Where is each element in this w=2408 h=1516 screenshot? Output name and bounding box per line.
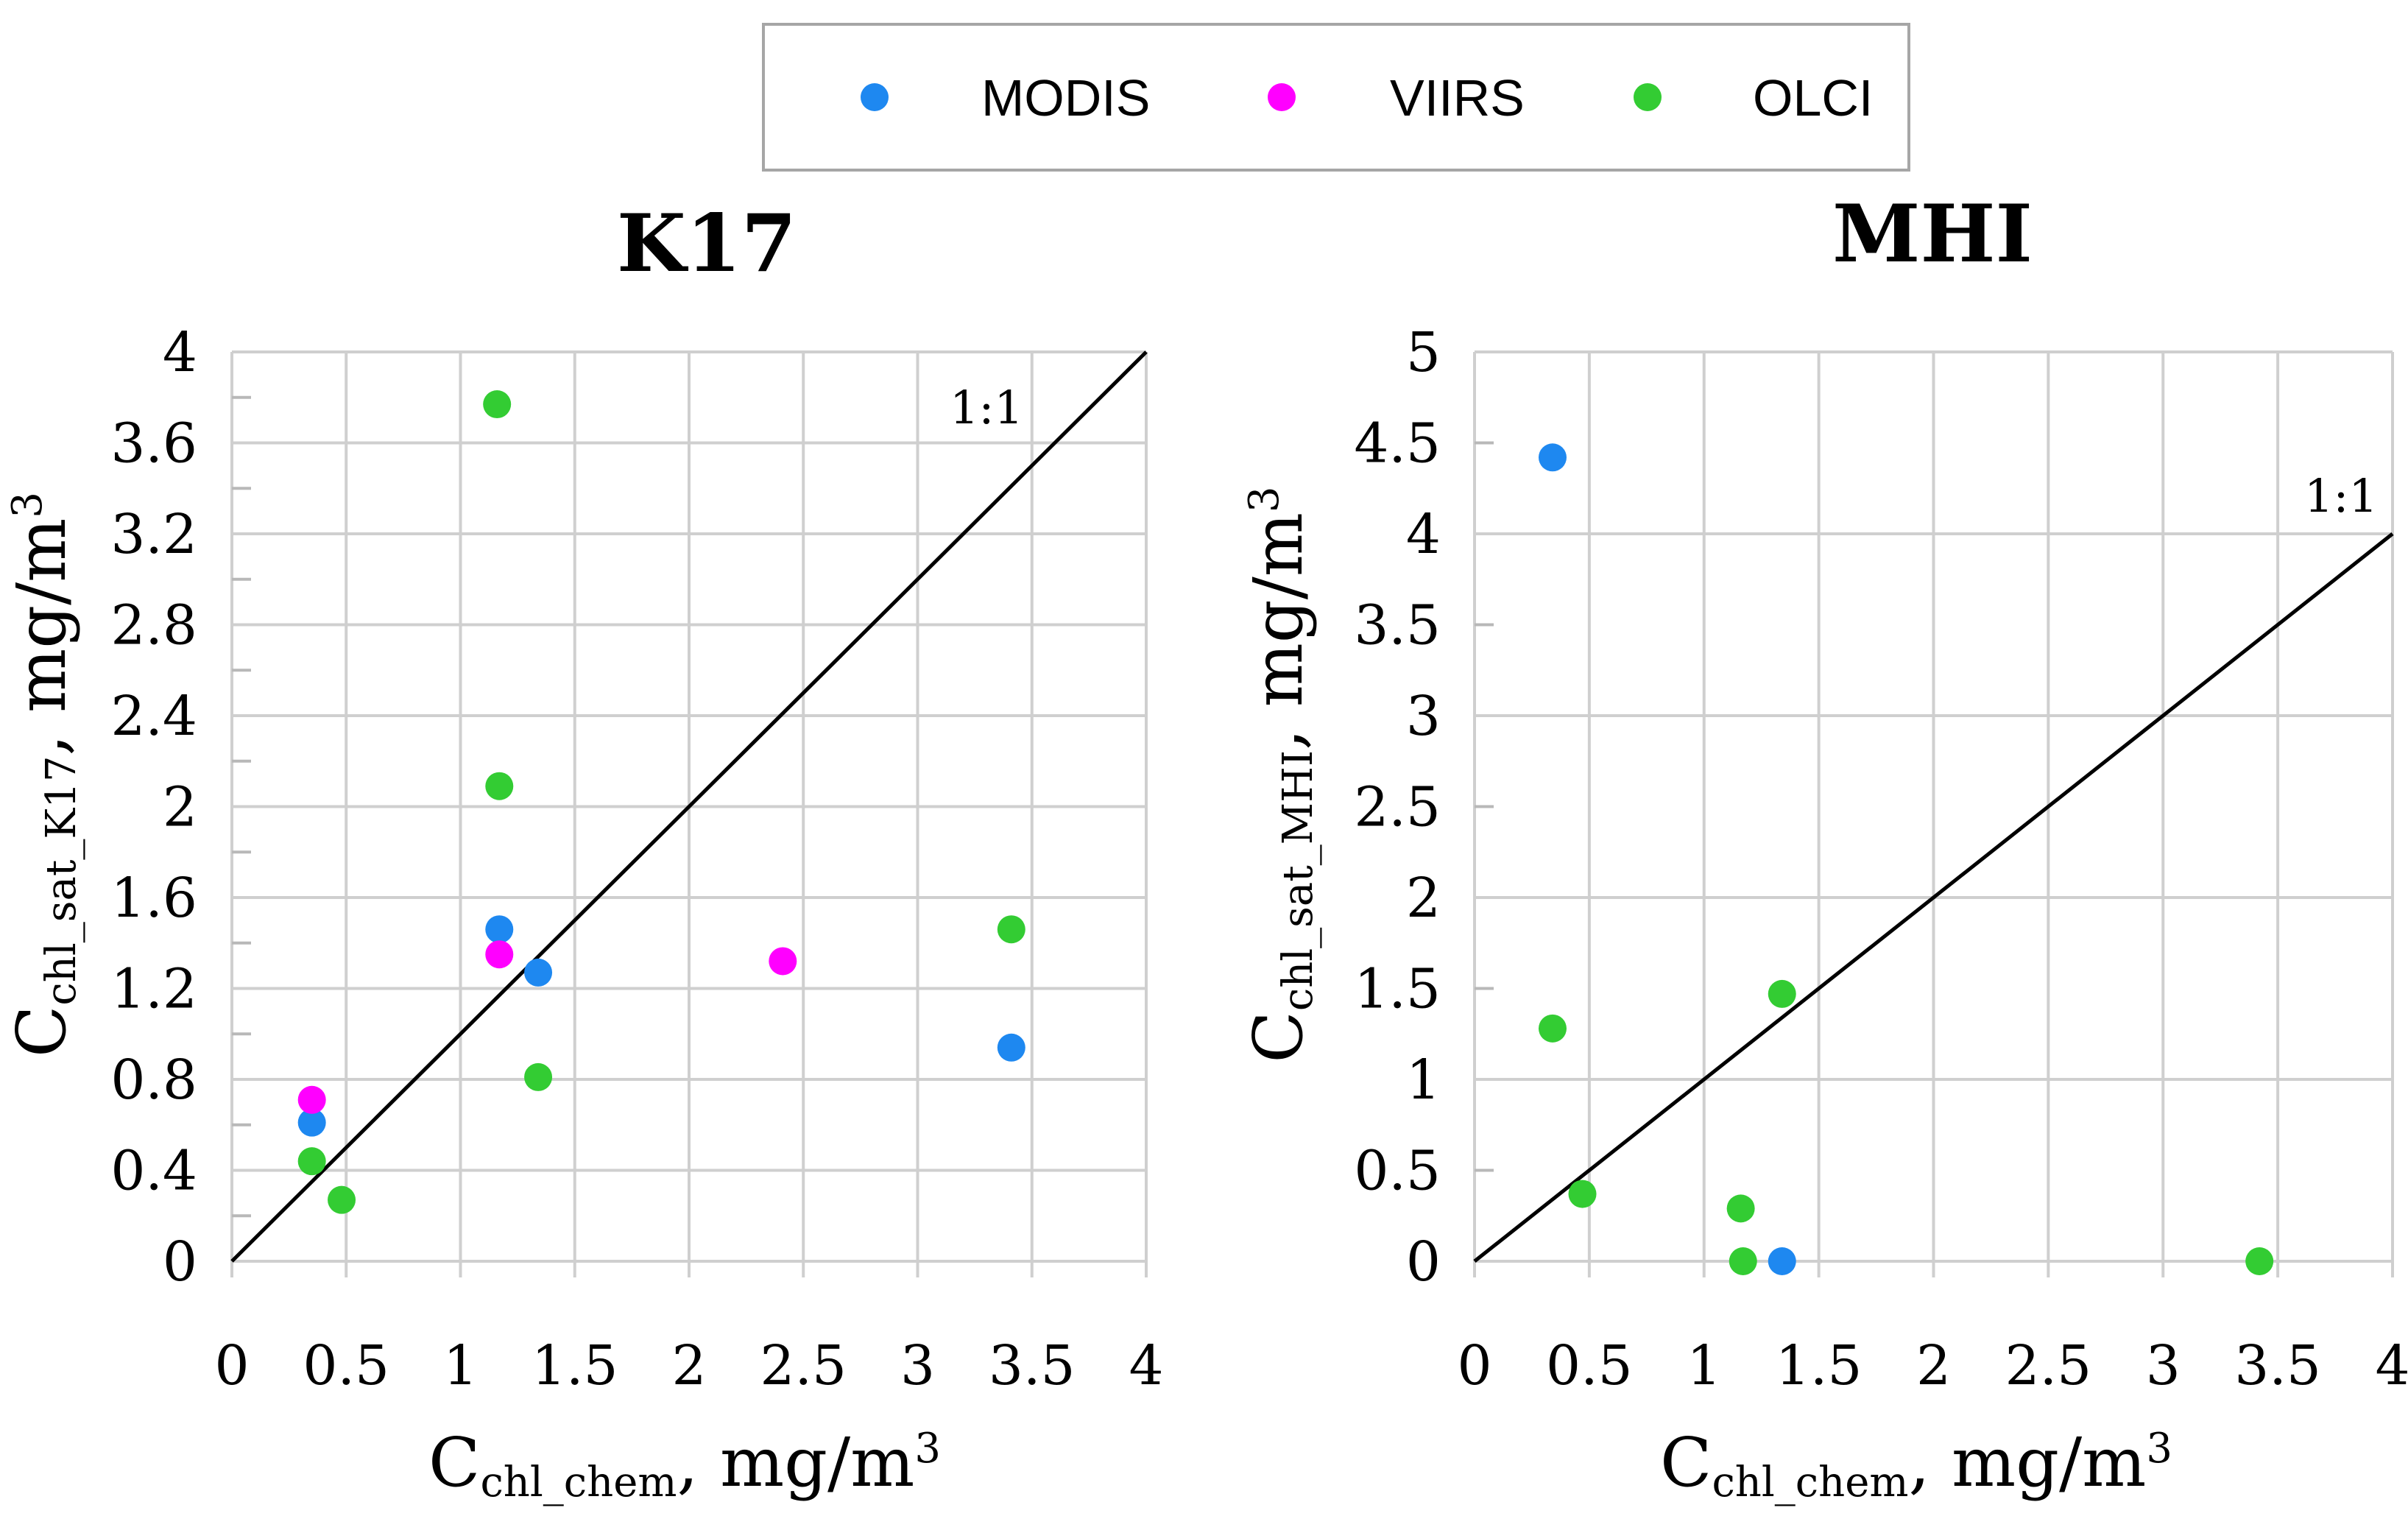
y-tick-label-k17: 3.6 <box>110 412 197 476</box>
x-tick-label-k17: 0 <box>214 1334 249 1397</box>
data-point-olci <box>1729 1247 1757 1275</box>
data-point-olci <box>1538 1014 1567 1043</box>
data-point-modis <box>997 1033 1025 1062</box>
x-tick-label-k17: 3.5 <box>989 1334 1076 1397</box>
x-tick-label-mhi: 2 <box>1916 1334 1951 1397</box>
y-tick-labels-mhi: 0 0.5 1 1.5 2 2.5 3 3.5 4 4.5 5 <box>1354 321 1441 1294</box>
y-tick-labels-k17: 0 0.4 0.8 1.2 1.6 2 2.4 2.8 3.2 3.6 4 <box>110 321 197 1294</box>
x-tick-label-mhi: 3.5 <box>2234 1334 2321 1397</box>
y-minor-ticks-k17 <box>232 395 251 1218</box>
x-tick-label-k17: 1.5 <box>532 1334 618 1397</box>
data-point-olci <box>297 1147 326 1176</box>
x-tick-label-mhi: 3 <box>2146 1334 2181 1397</box>
data-point-modis <box>1538 443 1567 472</box>
data-point-olci <box>1726 1194 1755 1223</box>
y-tick-label-mhi: 3.5 <box>1354 594 1441 657</box>
data-point-olci <box>485 772 514 800</box>
gridlines-k17 <box>230 350 1148 1277</box>
y-tick-label-k17: 0.8 <box>110 1048 197 1112</box>
y-axis-title-mhi: Cchl_sat_MHI, mg/m3 <box>1239 486 1322 1062</box>
data-point-olci <box>997 915 1025 944</box>
y-tick-label-mhi: 1 <box>1406 1048 1441 1112</box>
y-tick-label-k17: 2.8 <box>110 594 197 657</box>
y-tick-label-k17: 0 <box>163 1230 197 1294</box>
gridlines-mhi <box>1473 350 2394 1277</box>
chart-mhi: MHI 1:1 0 0.5 1 1.5 2 2.5 3 3.5 4 00.511.522.533… <box>1239 188 2408 1506</box>
x-tick-label-mhi: 1.5 <box>1776 1334 1863 1397</box>
x-tick-label-mhi: 0 <box>1457 1334 1491 1397</box>
y-tick-label-mhi: 4.5 <box>1354 412 1441 476</box>
legend-marker-modis <box>861 83 889 111</box>
legend-marker-viirs <box>1268 83 1296 111</box>
x-tick-label-k17: 0.5 <box>303 1334 389 1397</box>
y-axis-title-k17: Cchl_sat_K17, mg/m3 <box>2 492 85 1057</box>
x-tick-label-k17: 1 <box>443 1334 478 1397</box>
y-tick-label-mhi: 0.5 <box>1354 1140 1441 1203</box>
y-tick-label-k17: 4 <box>163 321 197 384</box>
y-tick-label-k17: 1.6 <box>110 867 197 930</box>
one-to-one-line-k17 <box>230 350 1148 1263</box>
y-tick-label-k17: 2 <box>163 776 197 839</box>
data-point-olci <box>328 1185 356 1214</box>
data-point-viirs <box>769 947 797 976</box>
x-axis-title-mhi: Cchl_chem, mg/m3 <box>1660 1423 2172 1506</box>
y-tick-label-mhi: 5 <box>1406 321 1441 384</box>
x-tick-label-k17: 2.5 <box>760 1334 847 1397</box>
y-tick-label-mhi: 3 <box>1406 685 1441 748</box>
x-tick-label-k17: 4 <box>1129 1334 1163 1397</box>
y-tick-label-k17: 2.4 <box>110 685 197 748</box>
one-to-one-line-mhi <box>1473 532 2394 1263</box>
data-point-olci <box>1768 979 1796 1008</box>
x-tick-label-mhi: 4 <box>2375 1334 2408 1397</box>
legend-marker-olci <box>1634 83 1662 111</box>
one-to-one-label-k17: 1:1 <box>950 381 1023 434</box>
data-point-olci <box>2245 1247 2274 1275</box>
y-tick-label-mhi: 0 <box>1406 1230 1441 1294</box>
y-tick-label-k17: 3.2 <box>110 503 197 566</box>
y-minor-ticks-mhi <box>1475 441 1494 1172</box>
y-tick-label-mhi: 4 <box>1406 503 1441 566</box>
y-tick-label-mhi: 2.5 <box>1354 776 1441 839</box>
x-tick-label-mhi: 0.5 <box>1546 1334 1633 1397</box>
x-tick-label-k17: 3 <box>900 1334 935 1397</box>
x-tick-labels-mhi: 0 0.5 1 1.5 2 2.5 3 3.5 4 <box>1457 1334 2408 1397</box>
data-points-k17 <box>297 390 1025 1214</box>
legend-box <box>762 23 1910 172</box>
legend-label-olci: OLCI <box>1753 69 1873 127</box>
one-to-one-label-mhi: 1:1 <box>2304 469 2378 523</box>
data-point-viirs <box>485 940 514 969</box>
data-point-olci <box>1568 1180 1597 1208</box>
data-point-olci <box>483 390 512 419</box>
y-tick-label-k17: 1.2 <box>110 958 197 1021</box>
legend: MODIS VIIRS OLCI <box>762 23 1910 172</box>
legend-label-modis: MODIS <box>981 69 1150 127</box>
x-tick-label-k17: 2 <box>671 1334 706 1397</box>
x-tick-label-mhi: 1 <box>1687 1334 1721 1397</box>
data-points-mhi <box>1538 443 2274 1275</box>
chart-title-k17: K17 <box>617 197 797 290</box>
data-point-olci <box>524 1062 553 1091</box>
data-point-modis <box>1768 1247 1796 1275</box>
y-tick-label-mhi: 1.5 <box>1354 958 1441 1021</box>
legend-label-viirs: VIIRS <box>1390 69 1525 127</box>
data-point-modis <box>524 958 553 987</box>
chart-k17: K17 1:1 0 0.5 1 1.5 2 2.5 3 3.5 4 0 0.4 0.8 1.2 1.6 2… <box>2 197 1164 1506</box>
x-tick-label-mhi: 2.5 <box>2005 1334 2092 1397</box>
y-tick-label-mhi: 2 <box>1406 867 1441 930</box>
data-point-modis <box>297 1108 326 1137</box>
x-tick-labels-k17: 0 0.5 1 1.5 2 2.5 3 3.5 4 <box>214 1334 1163 1397</box>
chart-title-mhi: MHI <box>1832 188 2033 281</box>
y-tick-label-k17: 0.4 <box>110 1140 197 1203</box>
x-axis-title-k17: Cchl_chem, mg/m3 <box>428 1423 941 1506</box>
data-point-modis <box>485 915 514 944</box>
data-point-viirs <box>297 1085 326 1114</box>
